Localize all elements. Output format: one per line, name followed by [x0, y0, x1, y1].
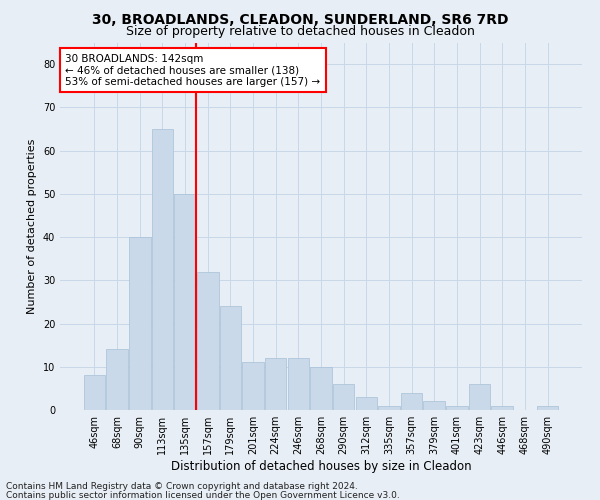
Bar — [106, 350, 128, 410]
Bar — [537, 406, 558, 410]
Bar — [310, 367, 332, 410]
Text: Contains HM Land Registry data © Crown copyright and database right 2024.: Contains HM Land Registry data © Crown c… — [6, 482, 358, 491]
Bar — [84, 376, 105, 410]
Bar — [265, 358, 286, 410]
Bar — [129, 237, 151, 410]
X-axis label: Distribution of detached houses by size in Cleadon: Distribution of detached houses by size … — [170, 460, 472, 473]
Bar — [491, 406, 513, 410]
Bar — [333, 384, 355, 410]
Y-axis label: Number of detached properties: Number of detached properties — [27, 138, 37, 314]
Bar — [446, 406, 467, 410]
Bar — [356, 397, 377, 410]
Bar — [287, 358, 309, 410]
Bar — [469, 384, 490, 410]
Bar — [175, 194, 196, 410]
Bar — [424, 402, 445, 410]
Text: Contains public sector information licensed under the Open Government Licence v3: Contains public sector information licen… — [6, 490, 400, 500]
Bar — [152, 129, 173, 410]
Text: Size of property relative to detached houses in Cleadon: Size of property relative to detached ho… — [125, 25, 475, 38]
Bar — [378, 406, 400, 410]
Bar — [197, 272, 218, 410]
Text: 30 BROADLANDS: 142sqm
← 46% of detached houses are smaller (138)
53% of semi-det: 30 BROADLANDS: 142sqm ← 46% of detached … — [65, 54, 320, 86]
Bar — [242, 362, 264, 410]
Bar — [220, 306, 241, 410]
Text: 30, BROADLANDS, CLEADON, SUNDERLAND, SR6 7RD: 30, BROADLANDS, CLEADON, SUNDERLAND, SR6… — [92, 12, 508, 26]
Bar — [401, 392, 422, 410]
